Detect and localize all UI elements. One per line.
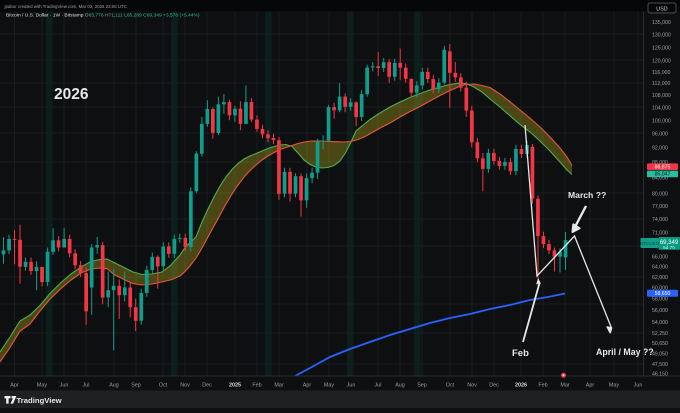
svg-text:May: May [609, 383, 619, 389]
svg-text:Bitcoin / U.S. Dollar · 1W · B: Bitcoin / U.S. Dollar · 1W · Bitstamp O6… [6, 13, 200, 19]
svg-text:Jun: Jun [60, 383, 69, 389]
svg-text:92,000: 92,000 [652, 146, 668, 152]
svg-text:Sep: Sep [417, 383, 427, 389]
svg-text:Nov: Nov [467, 383, 477, 389]
svg-text:May: May [324, 383, 334, 389]
svg-text:47,500: 47,500 [652, 362, 668, 368]
svg-text:116,000: 116,000 [652, 70, 670, 76]
svg-text:BTCUSD: BTCUSD [640, 241, 660, 246]
svg-text:Dec: Dec [489, 383, 499, 389]
svg-text:Jul: Jul [83, 383, 90, 389]
svg-text:130,000: 130,000 [652, 33, 671, 39]
svg-text:March ??: March ?? [568, 190, 606, 200]
svg-text:69,349: 69,349 [660, 240, 679, 246]
svg-text:125,000: 125,000 [652, 45, 671, 51]
svg-text:46,150: 46,150 [652, 372, 668, 378]
svg-text:Feb: Feb [252, 383, 261, 389]
svg-text:Apr: Apr [303, 383, 312, 389]
svg-text:Apr: Apr [586, 383, 595, 389]
svg-text:120,000: 120,000 [652, 59, 671, 65]
svg-text:Mar: Mar [274, 383, 283, 389]
svg-text:54,000: 54,000 [652, 320, 668, 326]
svg-text:Sep: Sep [131, 383, 141, 389]
svg-text:52,250: 52,250 [652, 331, 668, 337]
svg-text:58,000: 58,000 [652, 297, 668, 303]
svg-text:135,000: 135,000 [652, 20, 671, 26]
svg-text:96,000: 96,000 [652, 132, 668, 138]
svg-text:Aug: Aug [395, 383, 405, 389]
svg-text:Dec: Dec [202, 383, 212, 389]
svg-text:Jun: Jun [634, 383, 643, 389]
svg-text:66,000: 66,000 [652, 254, 668, 260]
svg-text:80,000: 80,000 [652, 191, 668, 197]
svg-text:85,047: 85,047 [655, 172, 671, 178]
svg-text:Jul: Jul [375, 383, 382, 389]
svg-text:USD: USD [656, 7, 667, 13]
svg-text:62,000: 62,000 [652, 275, 668, 281]
svg-text:112,000: 112,000 [652, 81, 670, 87]
svg-text:50,650: 50,650 [652, 341, 668, 347]
svg-text:Apr: Apr [10, 383, 19, 389]
svg-text:104,000: 104,000 [652, 106, 671, 112]
svg-text:TradingView: TradingView [17, 396, 62, 405]
svg-text:Oct: Oct [446, 383, 455, 389]
svg-text:Feb: Feb [538, 383, 547, 389]
svg-text:April / May ??: April / May ?? [596, 347, 654, 357]
svg-text:71,000: 71,000 [652, 231, 668, 237]
svg-text:58,650: 58,650 [655, 291, 671, 297]
svg-text:2026: 2026 [515, 383, 527, 389]
svg-text:64,000: 64,000 [652, 264, 668, 270]
svg-text:Jun: Jun [347, 383, 356, 389]
svg-text:56,000: 56,000 [652, 308, 668, 314]
svg-text:Oct: Oct [159, 383, 168, 389]
svg-text:77,000: 77,000 [652, 204, 668, 210]
svg-text:Mar: Mar [560, 383, 569, 389]
svg-text:74,000: 74,000 [652, 217, 668, 223]
svg-text:86,875: 86,875 [655, 165, 671, 171]
svg-text:108,000: 108,000 [652, 93, 671, 99]
svg-text:49,050: 49,050 [652, 352, 668, 358]
svg-text:2026: 2026 [54, 86, 89, 103]
svg-text:Feb: Feb [512, 348, 529, 359]
svg-text:jpabor created with TradingVie: jpabor created with TradingView.com, Mar… [4, 4, 127, 9]
svg-text:May: May [37, 383, 47, 389]
svg-text:Nov: Nov [180, 383, 190, 389]
svg-text:Aug: Aug [109, 383, 119, 389]
svg-text:100,000: 100,000 [652, 118, 671, 124]
svg-text:2025: 2025 [229, 383, 241, 389]
svg-text:5d 7h: 5d 7h [663, 245, 675, 251]
